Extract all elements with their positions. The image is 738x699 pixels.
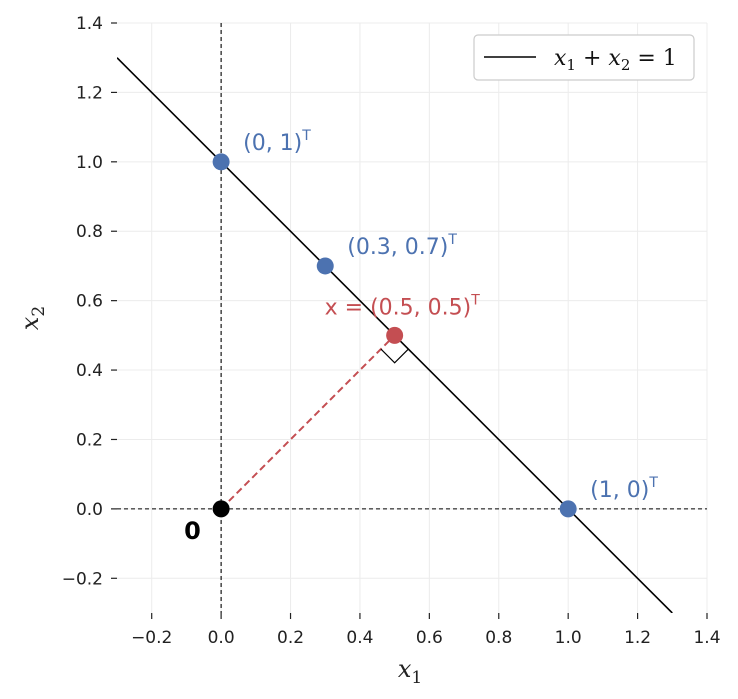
legend-x1-sub: 1 xyxy=(566,56,576,74)
legend-x1: x xyxy=(554,46,567,71)
plot-area xyxy=(117,57,673,613)
y-tick-label: 1.0 xyxy=(76,153,103,173)
legend-entry: x1 + x2 = 1 xyxy=(554,46,677,74)
point-label-text: (0, 1) xyxy=(243,131,302,156)
legend-box xyxy=(473,34,695,81)
annotations: 0(0, 1)T(0.3, 0.7)T(1, 0)Tx = (0.5, 0.5)… xyxy=(184,128,658,545)
y-axis-title: x2 xyxy=(16,306,49,330)
y-axis-title-base: x xyxy=(16,316,44,330)
legend-x2-sub: 2 xyxy=(621,56,631,74)
point-label-text: (0.3, 0.7) xyxy=(347,235,448,260)
x-axis-title: x1 xyxy=(398,655,422,688)
point-label-sup: T xyxy=(447,232,457,248)
y-tick-label: −0.2 xyxy=(62,569,103,589)
x-axis-title-sub: 1 xyxy=(411,668,422,688)
legend-x2: x xyxy=(608,46,621,71)
x-tick-label: 0.4 xyxy=(346,628,373,648)
y-tick-label: 1.4 xyxy=(76,14,103,34)
y-tick-label: 0.6 xyxy=(76,292,103,312)
origin-label: 0 xyxy=(184,517,201,545)
ticks: −0.2 0.0 0.2 0.4 0.6 0.8 1.0 1.2 1.4 −0.2 0.0 0.2 0.… xyxy=(62,14,721,648)
x-tick-label: 1.4 xyxy=(693,628,720,648)
y-tick-label: 0.4 xyxy=(76,361,103,381)
x-tick-label: 0.0 xyxy=(208,628,235,648)
point-label: (0, 1)T xyxy=(243,128,311,156)
data-point xyxy=(559,500,577,518)
x-tick-label: 0.2 xyxy=(277,628,304,648)
data-point xyxy=(386,326,404,344)
point-label-text: (1, 0) xyxy=(590,478,649,503)
x-axis-title-base: x xyxy=(398,655,412,683)
y-tick-label: 0.0 xyxy=(76,500,103,520)
point-label: x = (0.5, 0.5)T xyxy=(325,292,481,320)
origin-point xyxy=(212,500,230,518)
point-label: (0.3, 0.7)T xyxy=(347,232,457,260)
legend-plus: + xyxy=(576,46,608,71)
x-tick-label: 1.2 xyxy=(624,628,651,648)
x-tick-label: 0.6 xyxy=(416,628,443,648)
data-point xyxy=(316,257,334,275)
y-tick-label: 0.2 xyxy=(76,430,103,450)
point-label-sup: T xyxy=(648,475,658,491)
point-label-sup: T xyxy=(301,128,311,144)
data-point xyxy=(212,153,230,171)
right-angle-marker xyxy=(380,348,409,364)
y-tick-label: 0.8 xyxy=(76,222,103,242)
x-tick-label: 1.0 xyxy=(555,628,582,648)
point-label-text: x = (0.5, 0.5) xyxy=(325,295,472,320)
x-tick-label: −0.2 xyxy=(131,628,172,648)
projection-segment xyxy=(220,334,396,510)
x-tick-label: 0.8 xyxy=(485,628,512,648)
y-axis-title-sub: 2 xyxy=(29,306,49,317)
y-tick-label: 1.2 xyxy=(76,83,103,103)
point-label-sup: T xyxy=(470,292,480,308)
point-label: (1, 0)T xyxy=(590,475,658,503)
legend-eq: = 1 xyxy=(630,46,676,71)
legend: x1 + x2 = 1 xyxy=(473,34,695,81)
